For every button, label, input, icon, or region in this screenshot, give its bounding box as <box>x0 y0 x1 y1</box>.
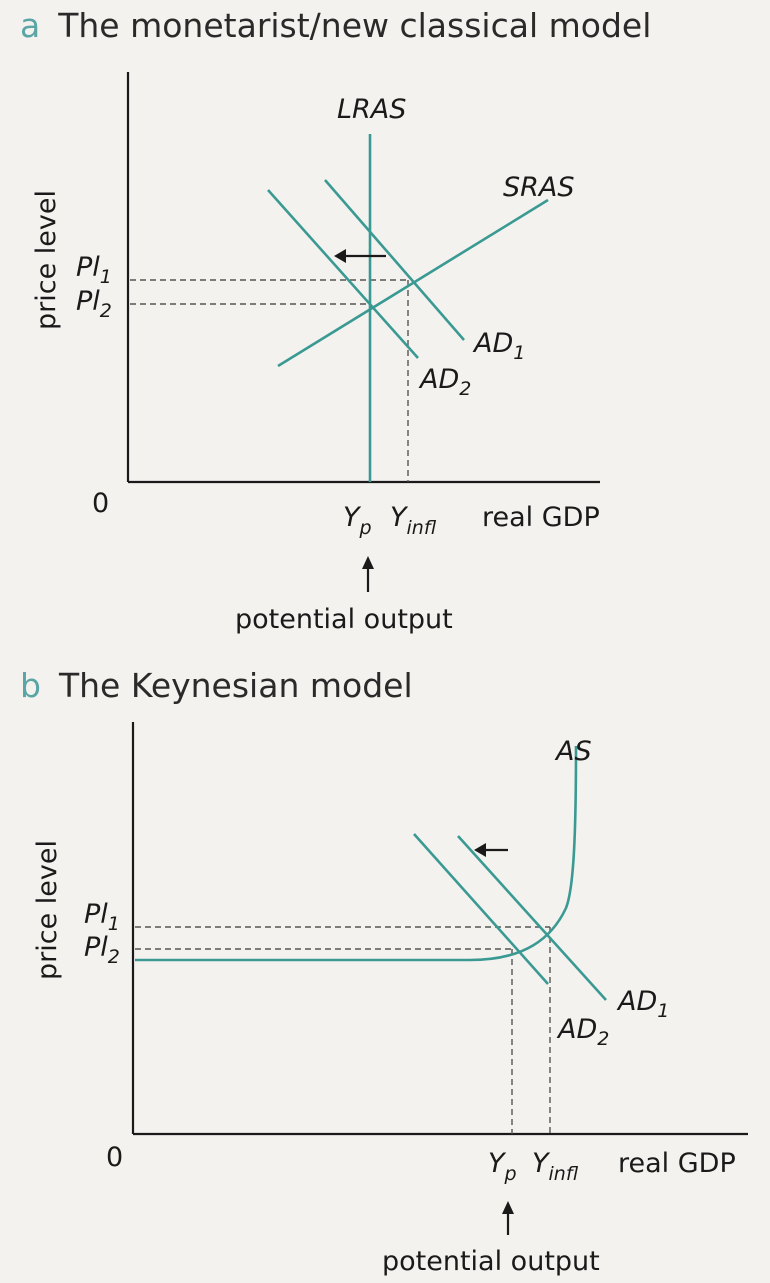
as-curve <box>135 745 578 962</box>
panel-a-title: The monetarist/new classical model <box>58 6 652 45</box>
ad2-curve <box>267 189 419 359</box>
panel-b-potential-output-label: potential output <box>382 1246 600 1277</box>
panel-b-yp-label: Yp <box>488 1148 517 1185</box>
ad1-curve <box>324 179 465 341</box>
panel-a-letter: a <box>20 6 41 45</box>
panel-a-x-axis-label: real GDP <box>482 502 600 533</box>
ad1-label: AD1 <box>472 328 525 364</box>
panel-b-ad1-curve <box>457 835 607 1001</box>
panel-b-shift-arrowhead <box>474 843 486 857</box>
panel-a-pl2-label: Pl2 <box>76 286 112 322</box>
panel-b-heading: b The Keynesian model <box>20 666 413 705</box>
panel-b-ad1-label: AD1 <box>616 986 669 1022</box>
panel-b-ad2-label: AD2 <box>556 1014 609 1050</box>
panel-b-title: The Keynesian model <box>58 666 413 705</box>
panel-b-letter: b <box>20 666 41 705</box>
panel-monetarist-model: a The monetarist/new classical model pric… <box>20 6 651 635</box>
panel-a-potential-arrowhead <box>362 556 374 569</box>
panel-a-y-axis-label: price level <box>31 190 62 330</box>
panel-b-ad2-curve <box>413 833 549 985</box>
panel-b-pl1-label: Pl1 <box>84 899 120 935</box>
panel-a-potential-output-label: potential output <box>235 604 453 635</box>
panel-a-yp-label: Yp <box>343 502 372 539</box>
panel-b-y-axis-label: price level <box>32 840 63 980</box>
panel-b-yinfl-label: Yinfl <box>532 1148 579 1185</box>
panel-b-x-axis-label: real GDP <box>618 1148 736 1179</box>
panel-keynesian-model: b The Keynesian model price level Pl1 Pl2… <box>0 660 770 1283</box>
panel-b-potential-arrowhead <box>502 1201 514 1214</box>
panel-a-yinfl-label: Yinfl <box>390 502 437 539</box>
panel-a-heading: a The monetarist/new classical model <box>20 6 651 45</box>
panel-a-shift-arrowhead <box>334 249 346 263</box>
monetarist-diagram: price level Pl1 Pl2 0 LRAS SRAS AD1 AD2 … <box>31 72 600 635</box>
sras-label: SRAS <box>503 172 575 203</box>
panel-b-pl2-label: Pl2 <box>84 932 120 968</box>
ad2-label: AD2 <box>418 364 471 400</box>
panel-a-origin-label: 0 <box>92 488 109 519</box>
as-label: AS <box>554 736 592 767</box>
panel-b-origin-label: 0 <box>106 1142 123 1173</box>
panel-a-pl1-label: Pl1 <box>76 252 112 288</box>
lras-label: LRAS <box>337 94 406 125</box>
keynesian-diagram: price level Pl1 Pl2 0 AS AD1 AD2 Yp Yinf… <box>32 722 748 1277</box>
